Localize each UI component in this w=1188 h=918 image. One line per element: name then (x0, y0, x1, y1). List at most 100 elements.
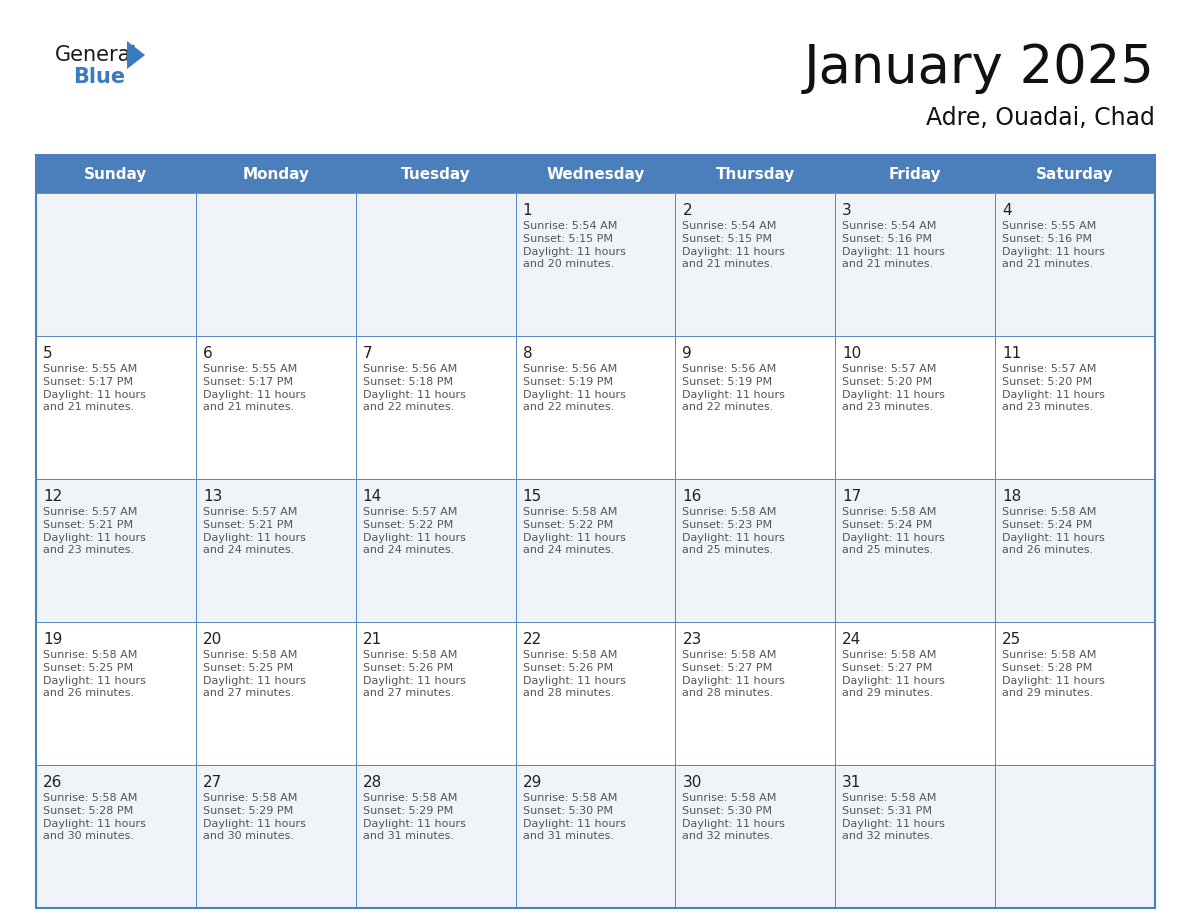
Text: Monday: Monday (242, 166, 309, 182)
Text: Sunrise: 5:58 AM
Sunset: 5:29 PM
Daylight: 11 hours
and 31 minutes.: Sunrise: 5:58 AM Sunset: 5:29 PM Dayligh… (362, 793, 466, 842)
Bar (196, 193, 355, 336)
Text: 6: 6 (203, 346, 213, 361)
Bar (516, 622, 676, 765)
Text: Sunrise: 5:56 AM
Sunset: 5:18 PM
Daylight: 11 hours
and 22 minutes.: Sunrise: 5:56 AM Sunset: 5:18 PM Dayligh… (362, 364, 466, 412)
Text: Sunrise: 5:58 AM
Sunset: 5:26 PM
Daylight: 11 hours
and 28 minutes.: Sunrise: 5:58 AM Sunset: 5:26 PM Dayligh… (523, 650, 625, 699)
Bar (196, 155, 355, 193)
Bar (996, 765, 1155, 908)
Bar (676, 193, 835, 336)
Bar (196, 765, 355, 908)
Text: 5: 5 (43, 346, 52, 361)
Text: Tuesday: Tuesday (400, 166, 470, 182)
Text: 20: 20 (203, 632, 222, 647)
Text: Sunrise: 5:58 AM
Sunset: 5:27 PM
Daylight: 11 hours
and 29 minutes.: Sunrise: 5:58 AM Sunset: 5:27 PM Dayligh… (842, 650, 946, 699)
Text: Sunrise: 5:57 AM
Sunset: 5:22 PM
Daylight: 11 hours
and 24 minutes.: Sunrise: 5:57 AM Sunset: 5:22 PM Dayligh… (362, 507, 466, 555)
Bar (835, 479, 996, 622)
Bar (516, 479, 676, 622)
Text: Friday: Friday (889, 166, 942, 182)
Text: 25: 25 (1003, 632, 1022, 647)
Bar (36, 765, 196, 908)
Text: Adre, Ouadai, Chad: Adre, Ouadai, Chad (927, 106, 1155, 130)
Text: Sunrise: 5:58 AM
Sunset: 5:27 PM
Daylight: 11 hours
and 28 minutes.: Sunrise: 5:58 AM Sunset: 5:27 PM Dayligh… (682, 650, 785, 699)
Bar (36, 155, 1155, 908)
Text: Sunrise: 5:58 AM
Sunset: 5:25 PM
Daylight: 11 hours
and 26 minutes.: Sunrise: 5:58 AM Sunset: 5:25 PM Dayligh… (43, 650, 146, 699)
Text: 19: 19 (43, 632, 63, 647)
Polygon shape (127, 41, 145, 69)
Text: Sunrise: 5:55 AM
Sunset: 5:16 PM
Daylight: 11 hours
and 21 minutes.: Sunrise: 5:55 AM Sunset: 5:16 PM Dayligh… (1003, 221, 1105, 269)
Text: Sunrise: 5:58 AM
Sunset: 5:22 PM
Daylight: 11 hours
and 24 minutes.: Sunrise: 5:58 AM Sunset: 5:22 PM Dayligh… (523, 507, 625, 555)
Bar (355, 193, 516, 336)
Text: 4: 4 (1003, 203, 1012, 218)
Text: 13: 13 (203, 489, 222, 504)
Text: Sunrise: 5:58 AM
Sunset: 5:24 PM
Daylight: 11 hours
and 26 minutes.: Sunrise: 5:58 AM Sunset: 5:24 PM Dayligh… (1003, 507, 1105, 555)
Text: Sunrise: 5:58 AM
Sunset: 5:23 PM
Daylight: 11 hours
and 25 minutes.: Sunrise: 5:58 AM Sunset: 5:23 PM Dayligh… (682, 507, 785, 555)
Text: January 2025: January 2025 (804, 42, 1155, 94)
Text: 9: 9 (682, 346, 693, 361)
Text: 3: 3 (842, 203, 852, 218)
Bar (835, 155, 996, 193)
Bar (676, 765, 835, 908)
Bar (835, 622, 996, 765)
Text: Sunrise: 5:54 AM
Sunset: 5:15 PM
Daylight: 11 hours
and 20 minutes.: Sunrise: 5:54 AM Sunset: 5:15 PM Dayligh… (523, 221, 625, 269)
Text: Sunrise: 5:56 AM
Sunset: 5:19 PM
Daylight: 11 hours
and 22 minutes.: Sunrise: 5:56 AM Sunset: 5:19 PM Dayligh… (523, 364, 625, 412)
Text: 11: 11 (1003, 346, 1022, 361)
Bar (36, 193, 196, 336)
Bar (516, 193, 676, 336)
Text: 24: 24 (842, 632, 861, 647)
Text: 27: 27 (203, 775, 222, 790)
Text: 2: 2 (682, 203, 693, 218)
Text: Thursday: Thursday (715, 166, 795, 182)
Text: Sunrise: 5:58 AM
Sunset: 5:28 PM
Daylight: 11 hours
and 30 minutes.: Sunrise: 5:58 AM Sunset: 5:28 PM Dayligh… (43, 793, 146, 842)
Bar (676, 622, 835, 765)
Text: 15: 15 (523, 489, 542, 504)
Text: Sunrise: 5:55 AM
Sunset: 5:17 PM
Daylight: 11 hours
and 21 minutes.: Sunrise: 5:55 AM Sunset: 5:17 PM Dayligh… (203, 364, 305, 412)
Text: Sunday: Sunday (84, 166, 147, 182)
Text: Sunrise: 5:55 AM
Sunset: 5:17 PM
Daylight: 11 hours
and 21 minutes.: Sunrise: 5:55 AM Sunset: 5:17 PM Dayligh… (43, 364, 146, 412)
Text: 18: 18 (1003, 489, 1022, 504)
Bar (36, 622, 196, 765)
Text: Sunrise: 5:58 AM
Sunset: 5:28 PM
Daylight: 11 hours
and 29 minutes.: Sunrise: 5:58 AM Sunset: 5:28 PM Dayligh… (1003, 650, 1105, 699)
Bar (996, 336, 1155, 479)
Text: 12: 12 (43, 489, 62, 504)
Text: 26: 26 (43, 775, 63, 790)
Bar (676, 479, 835, 622)
Text: 10: 10 (842, 346, 861, 361)
Text: 23: 23 (682, 632, 702, 647)
Bar (516, 336, 676, 479)
Text: Wednesday: Wednesday (546, 166, 645, 182)
Text: 17: 17 (842, 489, 861, 504)
Bar (676, 155, 835, 193)
Bar (355, 336, 516, 479)
Text: 16: 16 (682, 489, 702, 504)
Bar (355, 765, 516, 908)
Text: Sunrise: 5:58 AM
Sunset: 5:26 PM
Daylight: 11 hours
and 27 minutes.: Sunrise: 5:58 AM Sunset: 5:26 PM Dayligh… (362, 650, 466, 699)
Text: 14: 14 (362, 489, 383, 504)
Text: 31: 31 (842, 775, 861, 790)
Text: Sunrise: 5:58 AM
Sunset: 5:25 PM
Daylight: 11 hours
and 27 minutes.: Sunrise: 5:58 AM Sunset: 5:25 PM Dayligh… (203, 650, 305, 699)
Text: 1: 1 (523, 203, 532, 218)
Text: Sunrise: 5:57 AM
Sunset: 5:21 PM
Daylight: 11 hours
and 23 minutes.: Sunrise: 5:57 AM Sunset: 5:21 PM Dayligh… (43, 507, 146, 555)
Text: Sunrise: 5:57 AM
Sunset: 5:20 PM
Daylight: 11 hours
and 23 minutes.: Sunrise: 5:57 AM Sunset: 5:20 PM Dayligh… (1003, 364, 1105, 412)
Text: Sunrise: 5:58 AM
Sunset: 5:24 PM
Daylight: 11 hours
and 25 minutes.: Sunrise: 5:58 AM Sunset: 5:24 PM Dayligh… (842, 507, 946, 555)
Text: 7: 7 (362, 346, 372, 361)
Text: Sunrise: 5:58 AM
Sunset: 5:30 PM
Daylight: 11 hours
and 32 minutes.: Sunrise: 5:58 AM Sunset: 5:30 PM Dayligh… (682, 793, 785, 842)
Bar (996, 622, 1155, 765)
Bar (516, 155, 676, 193)
Text: Saturday: Saturday (1036, 166, 1114, 182)
Bar (196, 479, 355, 622)
Text: 21: 21 (362, 632, 383, 647)
Text: Sunrise: 5:58 AM
Sunset: 5:30 PM
Daylight: 11 hours
and 31 minutes.: Sunrise: 5:58 AM Sunset: 5:30 PM Dayligh… (523, 793, 625, 842)
Bar (835, 765, 996, 908)
Bar (36, 155, 196, 193)
Text: Sunrise: 5:58 AM
Sunset: 5:29 PM
Daylight: 11 hours
and 30 minutes.: Sunrise: 5:58 AM Sunset: 5:29 PM Dayligh… (203, 793, 305, 842)
Text: Sunrise: 5:57 AM
Sunset: 5:20 PM
Daylight: 11 hours
and 23 minutes.: Sunrise: 5:57 AM Sunset: 5:20 PM Dayligh… (842, 364, 946, 412)
Bar (36, 336, 196, 479)
Text: 28: 28 (362, 775, 383, 790)
Text: Blue: Blue (72, 67, 125, 87)
Text: 22: 22 (523, 632, 542, 647)
Text: 30: 30 (682, 775, 702, 790)
Text: Sunrise: 5:54 AM
Sunset: 5:15 PM
Daylight: 11 hours
and 21 minutes.: Sunrise: 5:54 AM Sunset: 5:15 PM Dayligh… (682, 221, 785, 269)
Bar (835, 193, 996, 336)
Text: 29: 29 (523, 775, 542, 790)
Bar (196, 622, 355, 765)
